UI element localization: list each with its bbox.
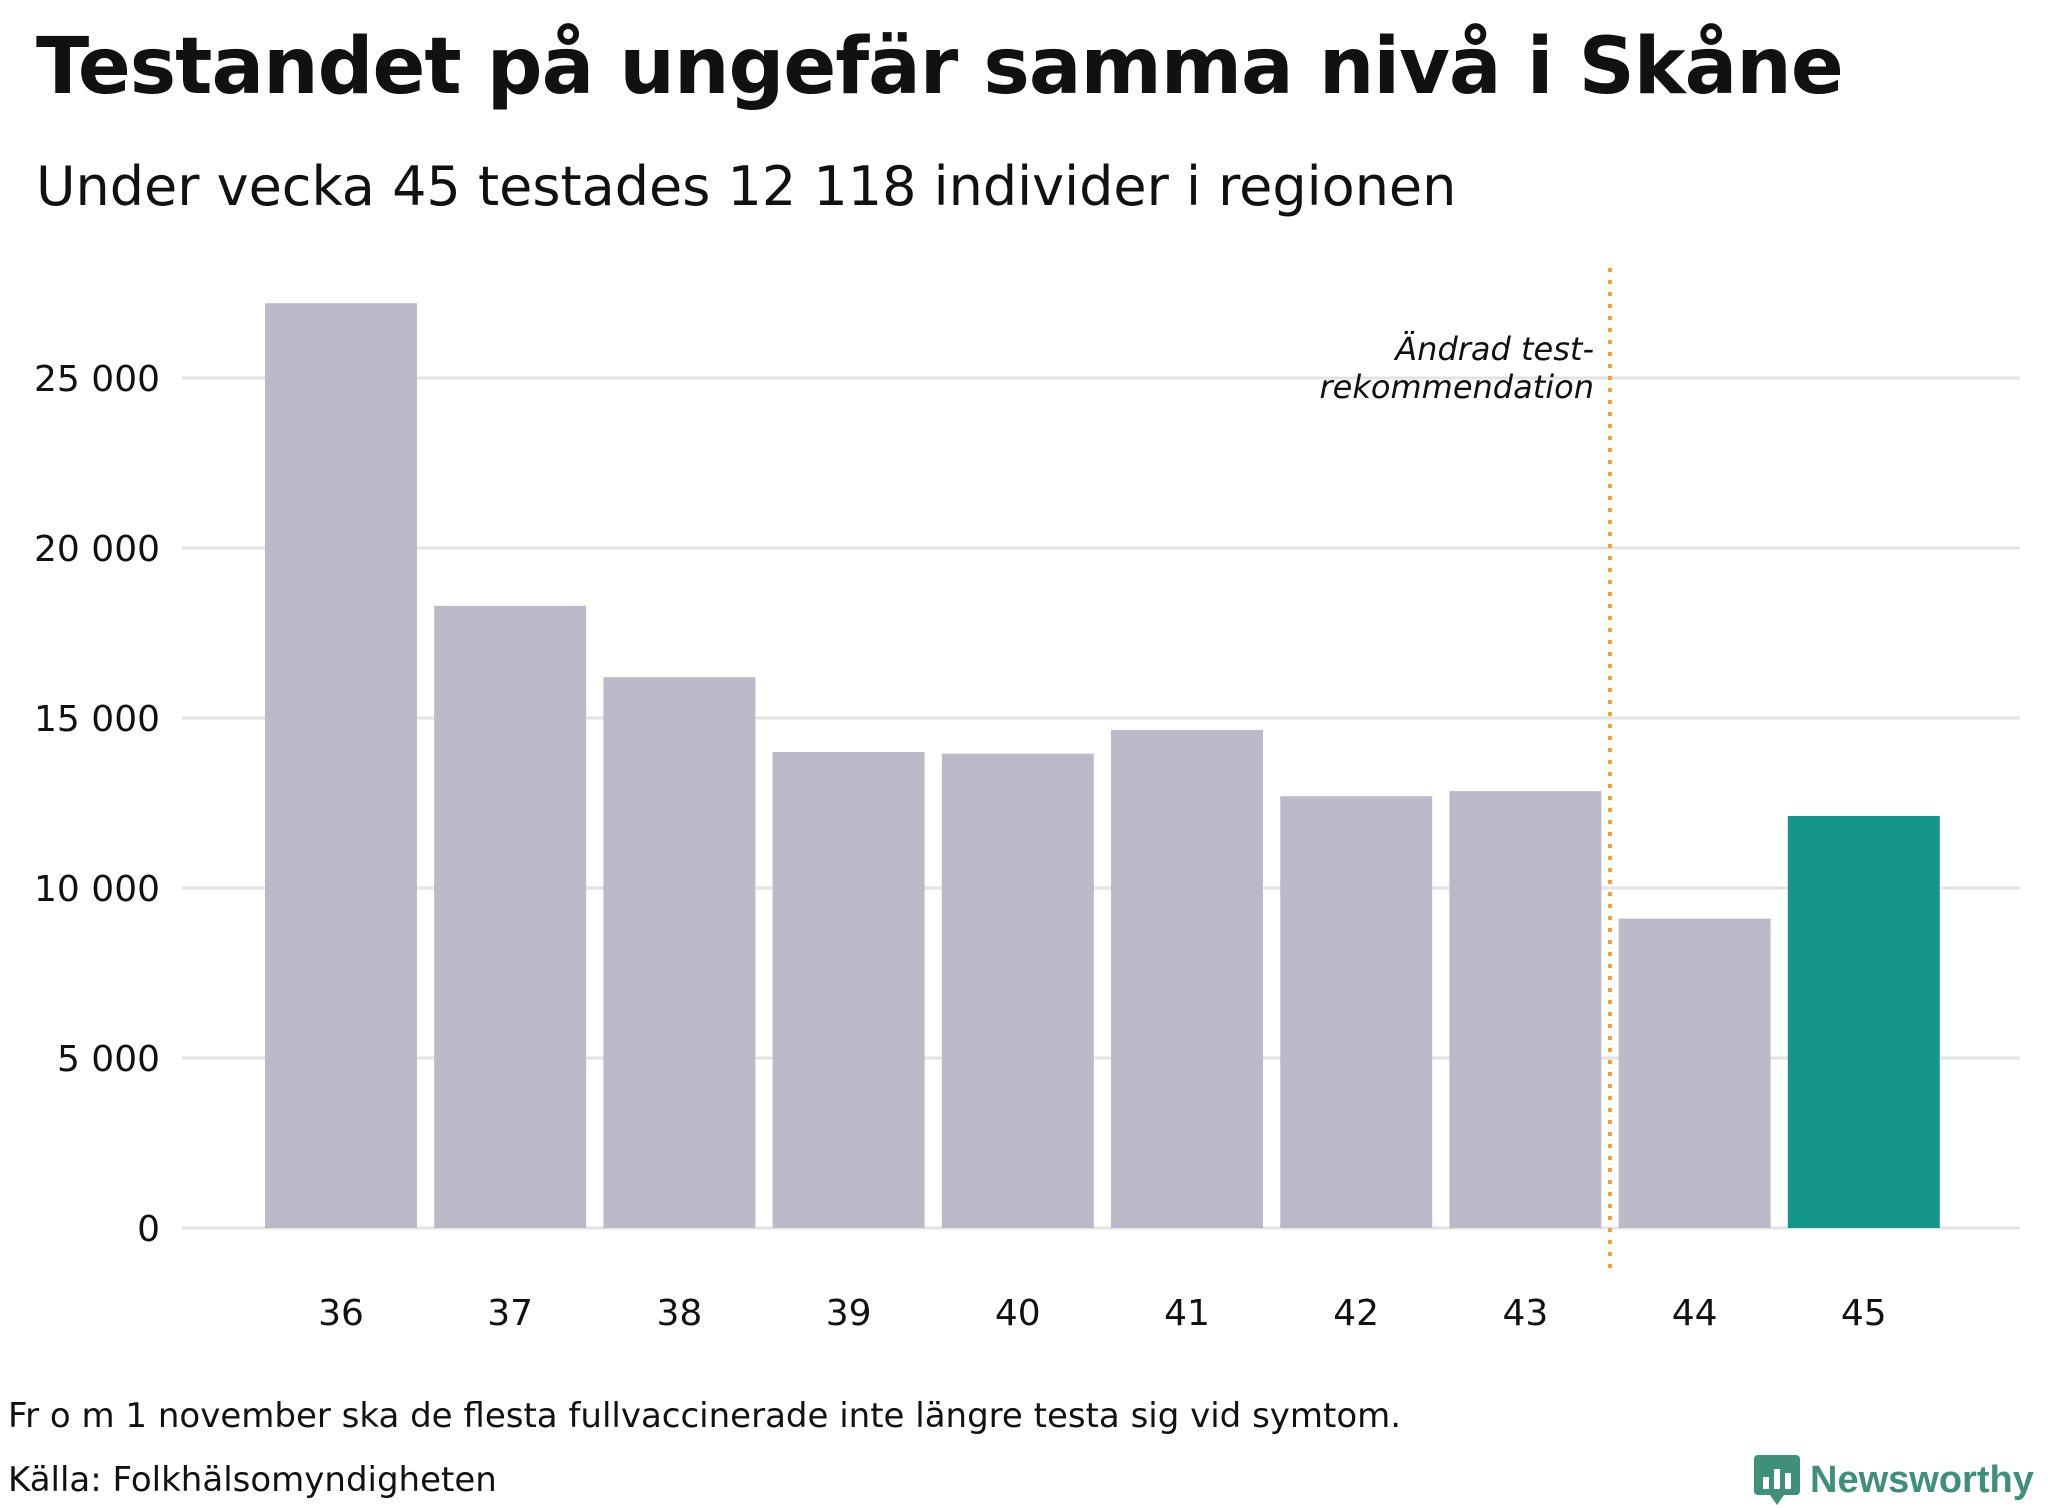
bar-week-37 — [434, 605, 587, 1228]
bar-week-43 — [1449, 791, 1602, 1228]
x-tick-label: 38 — [656, 1293, 702, 1334]
bar-chart: 0 5 000 10 000 15 000 20 000 25 000 36 37 38 39 40… — [34, 268, 2020, 1334]
brand-name: Newsworthy — [1810, 1458, 2034, 1501]
x-tick-label: 40 — [995, 1293, 1041, 1334]
chart-title: Testandet på ungefär samma nivå i Skåne — [36, 22, 1844, 112]
x-tick-label: 45 — [1841, 1293, 1887, 1334]
bar-week-41 — [1111, 729, 1263, 1228]
y-tick-label: 20 000 — [34, 529, 160, 570]
bar-week-42 — [1280, 796, 1433, 1228]
y-tick-label: 10 000 — [34, 869, 160, 910]
y-tick-label: 25 000 — [34, 359, 160, 400]
x-tick-label: 42 — [1333, 1293, 1379, 1334]
x-tick-label: 44 — [1672, 1293, 1718, 1334]
bar-week-40 — [941, 753, 1094, 1228]
x-tick-label: 41 — [1164, 1293, 1210, 1334]
footnote: Fr o m 1 november ska de flesta fullvacc… — [8, 1396, 1402, 1436]
y-tick-label: 5 000 — [57, 1039, 160, 1080]
bar-week-36 — [265, 303, 417, 1228]
annotation-text: Ändrad test- — [1393, 330, 1594, 368]
x-tick-label: 43 — [1502, 1293, 1548, 1334]
y-tick-label: 0 — [137, 1209, 160, 1250]
bar-week-39 — [772, 752, 925, 1228]
bar-week-45 — [1787, 815, 1940, 1228]
source-note: Källa: Folkhälsomyndigheten — [8, 1460, 497, 1500]
y-tick-label: 15 000 — [34, 699, 160, 740]
bar-week-44 — [1618, 918, 1771, 1228]
x-tick-label: 39 — [826, 1293, 872, 1334]
bar-week-38 — [603, 677, 756, 1228]
x-tick-label: 37 — [487, 1293, 533, 1334]
chart-subtitle: Under vecka 45 testades 12 118 individer… — [36, 155, 1457, 218]
x-tick-label: 36 — [318, 1293, 364, 1334]
annotation-text: rekommendation — [1320, 368, 1594, 406]
bar-chart-speech-icon — [1754, 1455, 1800, 1505]
